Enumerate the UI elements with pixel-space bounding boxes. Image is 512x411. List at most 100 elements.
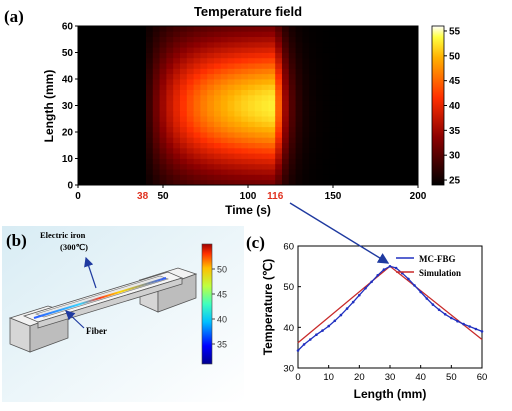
heatmap-cell: [84, 105, 92, 112]
heatmap-cell: [241, 142, 249, 149]
heatmap-cell: [384, 41, 392, 48]
heatmap-cell: [316, 158, 324, 165]
heatmap-cell: [322, 179, 330, 186]
heatmap-cell: [214, 126, 222, 133]
heatmap-cell: [180, 142, 188, 149]
heatmap-cell: [112, 137, 120, 143]
heatmap-cell: [268, 142, 276, 149]
heatmap-cell: [207, 31, 215, 37]
heatmap-colorbar-tick-label: 25: [449, 176, 461, 187]
heatmap-cell: [350, 116, 358, 122]
heatmap-cell: [234, 100, 242, 106]
heatmap-cell: [91, 36, 99, 43]
heatmap-cell: [356, 73, 364, 80]
heatmap-cell: [404, 52, 412, 59]
heatmap-cell: [350, 147, 358, 154]
heatmap-cell: [84, 100, 92, 106]
heatmap-cell: [227, 137, 235, 143]
heatmap-cell: [295, 57, 303, 64]
heatmap-cell: [316, 79, 324, 85]
heatmap-cell: [84, 26, 92, 32]
heatmap-cell: [350, 179, 358, 186]
line-chart-legend: MC-FBG Simulation: [396, 254, 461, 278]
heatmap-cell: [91, 179, 99, 186]
heatmap-cell: [350, 137, 358, 143]
heatmap-cell: [214, 36, 222, 43]
heatmap-cell: [220, 36, 228, 43]
heatmap-cell: [254, 84, 262, 90]
heatmap-cell: [336, 153, 344, 159]
heatmap-cell: [125, 147, 133, 154]
heatmap-cell: [384, 68, 392, 75]
heatmap-cell: [288, 132, 296, 138]
heatmap-cell: [146, 132, 154, 138]
heatmap-cell: [336, 105, 344, 112]
heatmap-cell: [343, 147, 351, 154]
heatmap-cell: [125, 84, 133, 90]
heatmap-cell: [146, 137, 154, 143]
heatmap-cell: [125, 26, 133, 32]
heatmap-cell: [404, 41, 412, 48]
heatmap-cell: [343, 110, 351, 117]
heatmap-cell: [139, 153, 147, 159]
heatmap-cell: [78, 100, 86, 106]
heatmap-cell: [193, 105, 201, 112]
heatmap-cell: [186, 163, 194, 170]
heatmap-cell: [316, 84, 324, 90]
heatmap-cell: [139, 63, 147, 69]
legend-label-simulation: Simulation: [419, 268, 461, 278]
heatmap-cell: [180, 174, 188, 181]
heatmap-cell: [200, 105, 208, 112]
heatmap-cell: [302, 89, 310, 96]
heatmap-cell: [125, 110, 133, 117]
heatmap-cell: [384, 158, 392, 165]
heatmap-cell: [139, 89, 147, 96]
heatmap-cell: [186, 89, 194, 96]
heatmap-cell: [227, 126, 235, 133]
heatmap-cell: [193, 26, 201, 32]
heatmap-cell: [384, 36, 392, 43]
heatmap-cell: [350, 84, 358, 90]
heatmap-cell: [84, 41, 92, 48]
heatmap-cell: [186, 121, 194, 128]
heatmap-cell: [220, 68, 228, 75]
heatmap-cell: [139, 174, 147, 181]
heatmap-cell: [91, 31, 99, 37]
heatmap-cell: [186, 84, 194, 90]
heatmap-cell: [248, 36, 256, 43]
heatmap-cell: [322, 41, 330, 48]
heatmap-cell: [350, 163, 358, 170]
heatmap-cell: [356, 89, 364, 96]
heatmap-cell: [193, 147, 201, 154]
line-x-tick-label: 20: [354, 372, 365, 383]
heatmap-cell: [254, 47, 262, 53]
heatmap-cell: [159, 79, 167, 85]
heatmap-cell: [343, 169, 351, 175]
heatmap-cell: [173, 79, 181, 85]
heatmap-cell: [350, 100, 358, 106]
heatmap-cell: [98, 121, 106, 128]
heatmap-cell: [295, 84, 303, 90]
heatmap-cell: [350, 94, 358, 101]
heatmap-cell: [302, 126, 310, 133]
heatmap-cell: [404, 36, 412, 43]
heatmap-cell: [112, 79, 120, 85]
heatmap-cell: [105, 147, 113, 154]
heatmap-cell: [241, 31, 249, 37]
heatmap-cell: [78, 174, 86, 181]
heatmap-cell: [166, 36, 174, 43]
heatmap-cell: [343, 84, 351, 90]
heatmap-cell: [214, 57, 222, 64]
heatmap-cell: [146, 174, 154, 181]
heatmap-cell: [248, 179, 256, 186]
heatmap-cell: [309, 26, 317, 32]
heatmap-cell: [166, 158, 174, 165]
heatmap-cell: [343, 57, 351, 64]
heatmap-cell: [159, 121, 167, 128]
mcfbg-point: [315, 333, 318, 337]
heatmap-cell: [78, 47, 86, 53]
heatmap-cell: [377, 147, 385, 154]
heatmap-cell: [139, 179, 147, 186]
heatmap-cell: [139, 41, 147, 48]
heatmap-cell: [105, 73, 113, 80]
